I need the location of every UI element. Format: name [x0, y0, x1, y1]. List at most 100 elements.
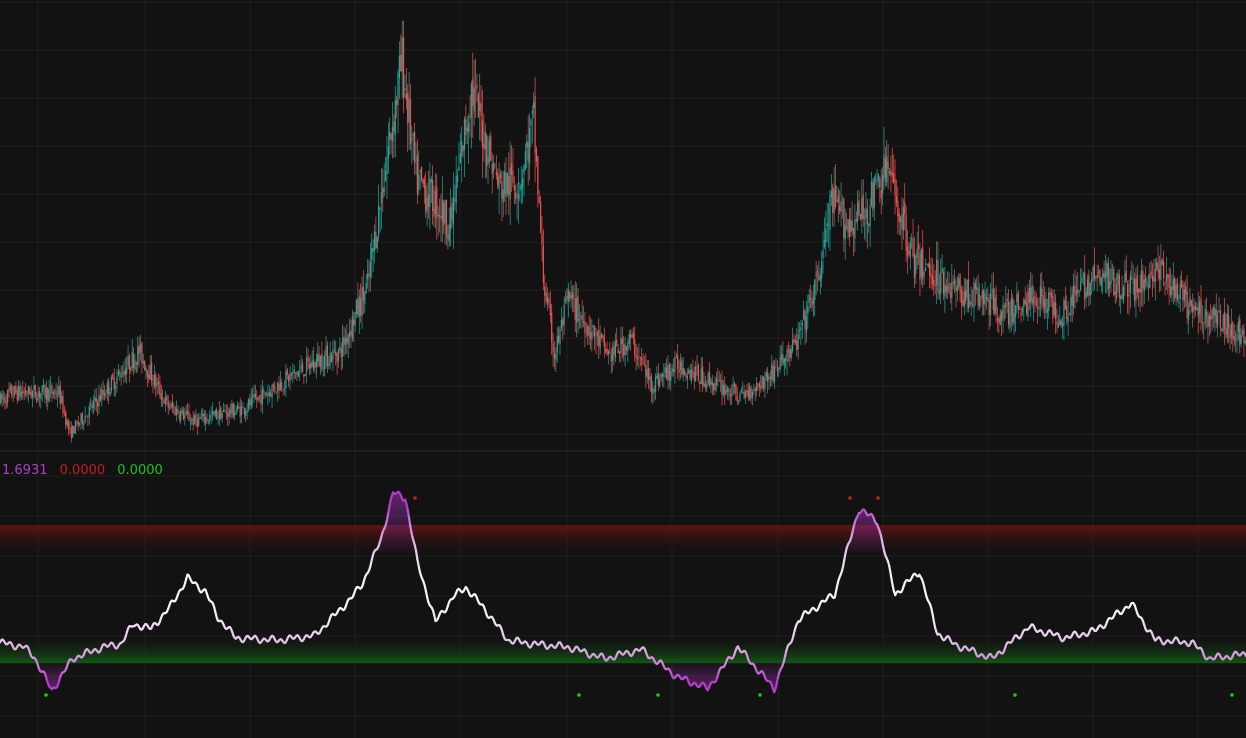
candle-body	[145, 368, 147, 371]
candle	[131, 339, 133, 372]
candle-body	[772, 365, 774, 381]
candle-body	[99, 395, 101, 401]
candle	[186, 402, 189, 420]
candle-body	[1007, 301, 1010, 326]
candle	[911, 233, 913, 249]
candle-body	[391, 127, 394, 142]
candle-body	[1128, 294, 1130, 297]
candle-body	[51, 385, 53, 394]
oscillator-segment	[889, 570, 893, 581]
candle	[351, 309, 353, 342]
candle-body	[8, 388, 10, 392]
candle	[755, 376, 758, 397]
candle	[224, 403, 226, 413]
candle-body	[232, 403, 234, 417]
candle	[29, 386, 31, 396]
candle	[544, 274, 546, 308]
candle-body	[358, 296, 360, 317]
candle-body	[137, 346, 139, 365]
candle	[1236, 324, 1238, 354]
candle-body	[546, 297, 549, 304]
candle-body	[81, 413, 83, 424]
candle	[418, 150, 420, 196]
candle	[811, 290, 813, 312]
candle	[192, 411, 194, 431]
candle-body	[185, 411, 187, 415]
candle-body	[268, 391, 270, 396]
candle	[751, 388, 754, 406]
candle-body	[555, 353, 557, 361]
candle-body	[202, 412, 204, 417]
candle-body	[535, 148, 538, 161]
candle	[1091, 271, 1093, 295]
candle-body	[1217, 313, 1219, 326]
candle-body	[814, 279, 816, 301]
candle	[562, 316, 564, 340]
candle	[288, 373, 290, 387]
candle	[599, 325, 601, 356]
candle	[440, 193, 442, 242]
candle-body	[599, 336, 601, 349]
candle	[584, 311, 586, 348]
candle-body	[495, 171, 497, 175]
candle	[934, 270, 936, 295]
candle-body	[706, 384, 708, 389]
candle-body	[462, 145, 464, 152]
candle	[483, 113, 485, 163]
candle	[1093, 247, 1096, 290]
candle	[1007, 289, 1010, 330]
candle-body	[312, 359, 315, 370]
candle	[976, 277, 978, 295]
candle-body	[570, 294, 572, 299]
candle	[624, 336, 626, 367]
candle-body	[794, 340, 796, 343]
candle-body	[272, 384, 275, 387]
candle-body	[307, 355, 309, 362]
candle-body	[1145, 278, 1147, 282]
candle-body	[573, 295, 575, 297]
candle-body	[552, 343, 554, 353]
candle	[278, 376, 280, 399]
candle	[391, 101, 394, 159]
candle-body	[41, 385, 43, 393]
candle	[1114, 277, 1116, 304]
candle-body	[357, 299, 359, 315]
candle	[152, 374, 154, 394]
candle	[933, 264, 935, 297]
candle-body	[80, 413, 82, 422]
candle	[1086, 274, 1089, 298]
candle-body	[209, 414, 211, 421]
candle-body	[322, 367, 324, 369]
candle	[1214, 304, 1216, 332]
candle	[246, 403, 248, 420]
candle-body	[1212, 307, 1215, 315]
candle	[581, 299, 583, 329]
candle	[204, 410, 207, 432]
candle	[958, 272, 960, 290]
candle	[203, 410, 205, 426]
candle-body	[755, 383, 758, 391]
candle-body	[960, 290, 963, 304]
candle-body	[220, 407, 222, 420]
candle-body	[1027, 291, 1029, 318]
candle	[444, 199, 446, 244]
candle	[1050, 288, 1053, 307]
candle-body	[627, 342, 629, 352]
candle	[358, 289, 360, 335]
candle	[818, 260, 820, 282]
candle	[292, 363, 294, 384]
candle	[94, 389, 96, 411]
candle-body	[1189, 296, 1191, 308]
candle	[347, 332, 349, 358]
candle-body	[1032, 298, 1035, 305]
candle	[350, 319, 352, 349]
candle-body	[128, 354, 131, 370]
candle	[1038, 297, 1040, 317]
candle-body	[456, 175, 459, 182]
candle	[59, 380, 61, 410]
candle	[438, 198, 441, 233]
candle	[844, 208, 846, 260]
candle-body	[164, 397, 167, 404]
bottom-signal-dot	[656, 693, 660, 697]
